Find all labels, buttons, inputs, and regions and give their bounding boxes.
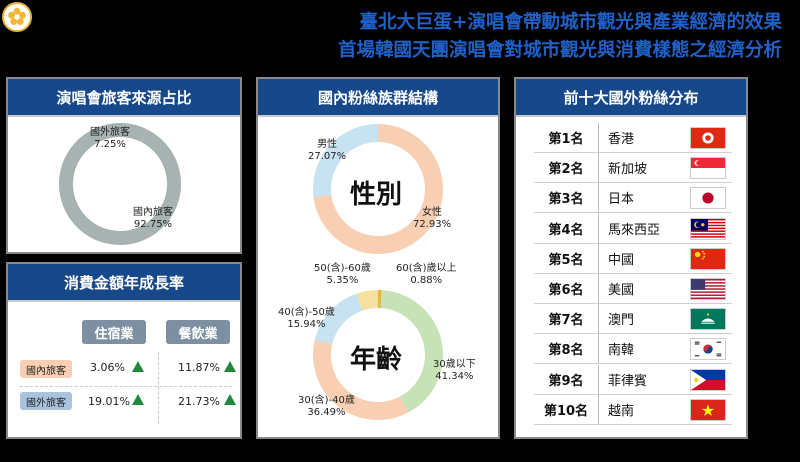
ranking-row: 第2名 新加坡 <box>534 153 732 184</box>
usa-flag-icon <box>690 278 726 300</box>
age-center-label: 年齡 <box>350 345 403 375</box>
foreign-lodging-rate: 19.01% <box>88 395 130 408</box>
ranking-row: 第8名 南韓 <box>534 334 732 365</box>
male-slice <box>313 124 379 198</box>
ranking-row: 第9名 菲律賓 <box>534 364 732 395</box>
rank-label: 第8名 <box>534 334 599 364</box>
age-donut <box>313 290 443 420</box>
female-slice <box>313 124 443 254</box>
country-name: 香港 <box>608 132 635 147</box>
visitor-source-panel: 演唱會旅客來源占比 國外旅客 7.25% 國內旅客 92.75% <box>6 77 242 254</box>
rank-label: 第4名 <box>534 213 599 243</box>
singapore-flag-icon <box>690 157 726 180</box>
age-40-50-slice <box>314 293 363 345</box>
gender-center-label: 性別 <box>350 180 403 210</box>
country-name: 越南 <box>608 403 635 419</box>
age-under-30-label: 30歲以下 41.34% <box>433 359 476 382</box>
rank-label: 第9名 <box>534 364 599 394</box>
headline-line-1: 臺北大巨蛋+演唱會帶動城市觀光與產業經濟的效果 <box>359 12 782 33</box>
rank-label: 第1名 <box>534 123 599 152</box>
top-foreign-fans-panel: 前十大國外粉絲分布 第1名 香港 第2名 新加坡 第3名 日本 第4名 馬來西亞 第5名 中國 第6… <box>514 77 748 439</box>
panel-title: 前十大國外粉絲分布 <box>516 79 746 117</box>
ranking-row: 第1名 香港 <box>534 123 732 153</box>
dining-column-header: 餐飲業 <box>166 320 230 344</box>
country-name: 新加坡 <box>608 162 648 178</box>
domestic-dining-rate: 11.87% <box>178 361 220 374</box>
ranking-row: 第7名 澳門 <box>534 304 732 335</box>
age-60-plus-label: 60(含)歲以上 0.88% <box>396 263 457 286</box>
domestic-lodging-rate: 3.06% <box>90 361 125 374</box>
up-arrow-icon <box>132 394 144 405</box>
rank-label: 第10名 <box>534 394 599 424</box>
country-name: 中國 <box>608 252 635 268</box>
ranking-row: 第3名 日本 <box>534 183 732 214</box>
fan-structure-panel: 國內粉絲族群結構 性別 男性 27.07% 女性 72.93% 年齡 50(含)… <box>256 77 500 439</box>
malaysia-flag-icon <box>690 217 726 240</box>
china-flag-icon <box>690 247 726 270</box>
female-label: 女性 72.93% <box>413 207 452 230</box>
column-divider <box>158 352 159 424</box>
headline-line-2: 首場韓國天團演唱會對城市觀光與消費樣態之經濟分析 <box>337 40 782 61</box>
country-name: 澳門 <box>608 313 635 329</box>
country-name: 馬來西亞 <box>608 222 661 238</box>
visitor-source-donut <box>59 123 181 245</box>
foreign-visitor-label: 國外旅客 7.25% <box>90 127 130 150</box>
domestic-visitor-label: 國內旅客 92.75% <box>133 207 173 230</box>
country-name: 美國 <box>608 283 635 298</box>
country-name: 日本 <box>608 192 635 208</box>
age-30-40-slice <box>313 339 409 420</box>
panel-title: 消費金額年成長率 <box>8 264 240 302</box>
rank-label: 第7名 <box>534 304 599 334</box>
foreign-visitor-slice <box>119 123 147 142</box>
macau-flag-icon <box>690 308 726 331</box>
male-label: 男性 27.07% <box>308 139 347 162</box>
rank-label: 第6名 <box>534 274 599 303</box>
foreign-dining-rate: 21.73% <box>178 395 220 408</box>
ranking-row: 第10名 越南 <box>534 394 732 425</box>
panel-title: 演唱會旅客來源占比 <box>8 79 240 117</box>
rank-label: 第5名 <box>534 243 599 273</box>
row-divider <box>20 386 232 387</box>
panel-title: 國內粉絲族群結構 <box>258 79 498 117</box>
ranking-row: 第4名 馬來西亞 <box>534 213 732 244</box>
up-arrow-icon <box>132 361 144 372</box>
age-under-30-slice <box>380 290 443 413</box>
age-50-60-label: 50(含)-60歲 5.35% <box>314 263 371 286</box>
domestic-visitor-slice <box>59 123 181 245</box>
spending-growth-panel: 消費金額年成長率 住宿業 餐飲業 國內旅客 3.06% 11.87% 國外旅客 … <box>6 262 242 439</box>
up-arrow-icon <box>224 361 236 372</box>
vietnam-flag-icon <box>690 398 726 421</box>
domestic-row-label: 國內旅客 <box>20 360 72 378</box>
age-40-50-label: 40(含)-50歲 15.94% <box>278 307 335 330</box>
japan-flag-icon <box>690 187 726 210</box>
rank-label: 第3名 <box>534 183 599 213</box>
taipei-city-logo <box>2 2 32 32</box>
foreign-row-label: 國外旅客 <box>20 392 72 410</box>
lodging-column-header: 住宿業 <box>82 320 146 344</box>
up-arrow-icon <box>224 394 236 405</box>
age-50-60-slice <box>356 290 379 311</box>
philippines-flag-icon <box>690 368 726 391</box>
rank-label: 第2名 <box>534 153 599 183</box>
ranking-row: 第6名 美國 <box>534 274 732 304</box>
country-name: 菲律賓 <box>608 373 648 389</box>
ranking-row: 第5名 中國 <box>534 243 732 274</box>
south-korea-flag-icon <box>690 338 726 361</box>
country-name: 南韓 <box>608 343 635 359</box>
hong-kong-flag-icon <box>690 127 726 149</box>
gender-donut <box>313 124 443 254</box>
age-30-40-label: 30(含)-40歲 36.49% <box>298 395 355 418</box>
